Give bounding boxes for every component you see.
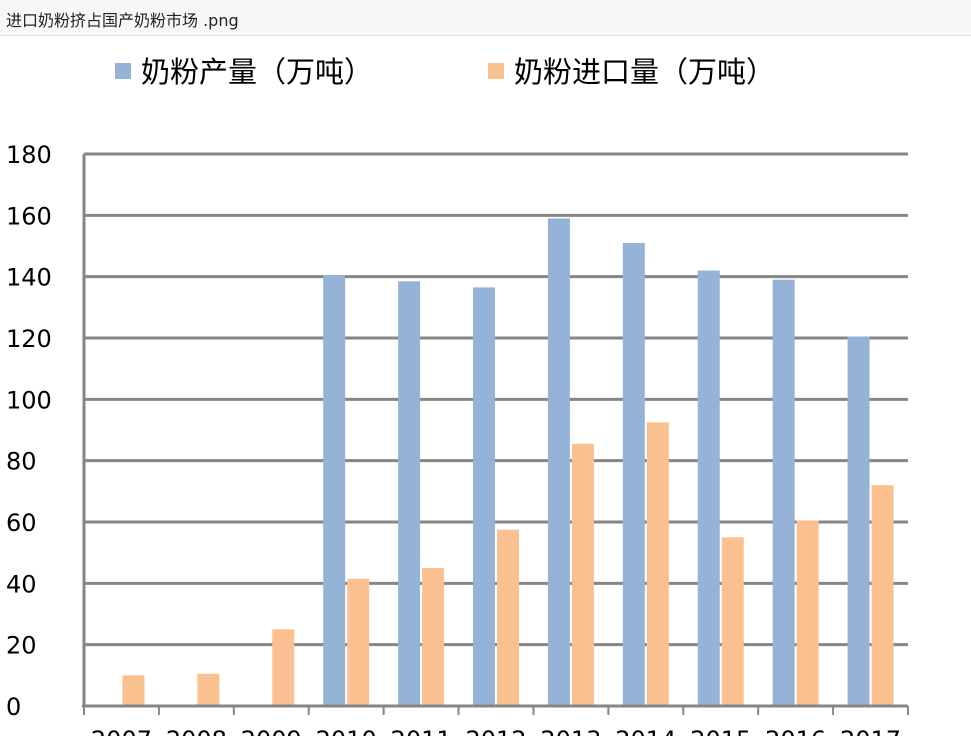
legend-label: 奶粉产量（万吨） — [141, 55, 373, 89]
bar-production-2017 — [847, 336, 870, 706]
y-tick-label: 160 — [6, 202, 52, 230]
legend-label: 奶粉进口量（万吨） — [514, 55, 775, 89]
y-tick-label: 120 — [6, 325, 52, 353]
x-tick-label: 2007 — [91, 726, 152, 736]
bar-imports-2010 — [347, 578, 370, 706]
x-tick-label: 2011 — [391, 726, 452, 736]
bar-production-2013 — [547, 218, 570, 706]
bar-production-2014 — [622, 242, 645, 706]
bar-imports-2015 — [721, 537, 744, 706]
y-tick-label: 140 — [6, 264, 52, 292]
bar-production-2015 — [697, 270, 720, 706]
y-tick-label: 180 — [6, 141, 52, 169]
legend-swatch — [488, 63, 504, 79]
y-tick-label: 60 — [6, 509, 37, 537]
bar-imports-2011 — [422, 568, 445, 706]
x-tick-label: 2008 — [166, 726, 227, 736]
bar-imports-2017 — [871, 485, 894, 706]
bar-imports-2016 — [796, 520, 819, 706]
y-tick-label: 40 — [6, 570, 37, 598]
y-tick-label: 80 — [6, 448, 37, 476]
y-axis-ticks: 0 20 40 60 80 100 120 140 160 180 — [6, 141, 52, 721]
x-tick-label: 2009 — [241, 726, 302, 736]
bar-imports-2008 — [197, 673, 220, 706]
y-tick-label: 20 — [6, 632, 37, 660]
window-title: 进口奶粉挤占国产奶粉市场 .png — [6, 11, 239, 30]
legend-swatch — [115, 63, 131, 79]
x-tick-label: 2010 — [316, 726, 377, 736]
bar-production-2010 — [323, 275, 346, 706]
x-tick-label: 2017 — [840, 726, 901, 736]
y-tick-label: 100 — [6, 386, 52, 414]
gridlines — [84, 152, 908, 647]
x-tick-label: 2012 — [465, 726, 526, 736]
axes — [82, 154, 909, 715]
bar-imports-2009 — [272, 629, 295, 706]
window-titlebar: 进口奶粉挤占国产奶粉市场 .png — [0, 0, 971, 36]
bar-imports-2014 — [646, 422, 669, 706]
x-tick-label: 2013 — [540, 726, 601, 736]
bar-production-2012 — [473, 287, 495, 706]
bar-imports-2007 — [122, 675, 145, 706]
bar-production-2011 — [398, 281, 421, 706]
bar-production-2016 — [772, 279, 795, 706]
chart-legend: 奶粉产量（万吨） 奶粉进口量（万吨） — [115, 55, 775, 89]
y-tick-label: 0 — [6, 693, 21, 721]
bar-imports-2013 — [571, 443, 594, 706]
x-tick-label: 2016 — [765, 726, 826, 736]
bars — [122, 218, 894, 706]
x-tick-label: 2015 — [690, 726, 751, 736]
bar-imports-2012 — [497, 529, 519, 706]
